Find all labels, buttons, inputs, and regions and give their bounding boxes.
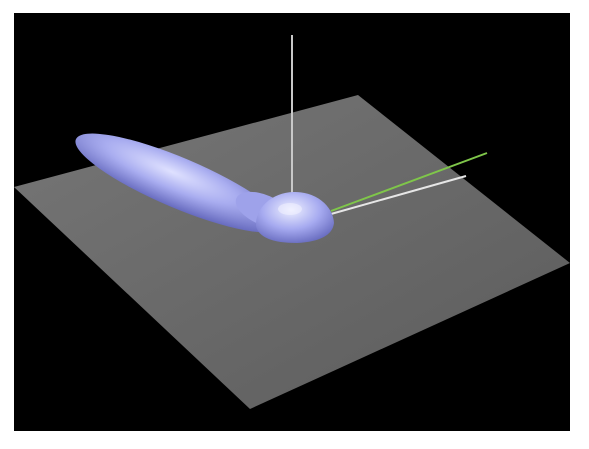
white-ray — [330, 175, 467, 215]
3d-scene — [14, 35, 570, 409]
green-ray — [330, 152, 488, 212]
hemisphere-highlight — [278, 203, 302, 215]
hemisphere-base — [255, 191, 334, 243]
elongated-lobe — [75, 133, 283, 233]
render-viewport — [14, 13, 570, 431]
